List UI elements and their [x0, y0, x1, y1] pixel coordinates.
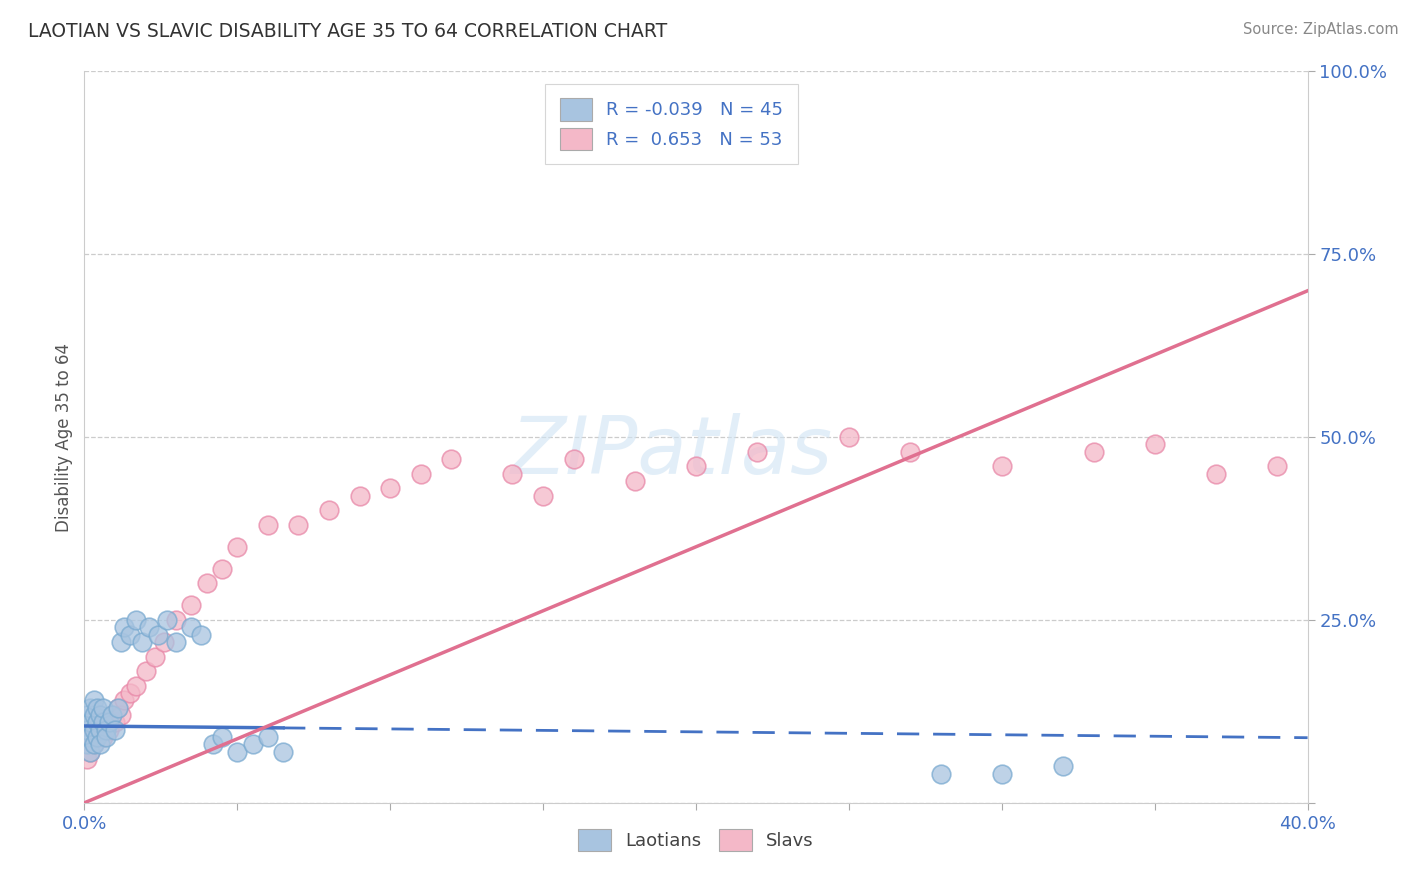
Point: [107, 700, 129, 714]
Point: [91, 700, 114, 714]
Point: [195, 576, 218, 591]
Point: [271, 745, 294, 759]
Point: [502, 467, 524, 481]
Point: [86, 730, 108, 744]
Point: [97, 715, 120, 730]
Point: [180, 620, 202, 634]
Point: [257, 517, 280, 532]
Point: [1052, 759, 1074, 773]
Point: [318, 503, 340, 517]
Point: [991, 766, 1014, 780]
Point: [94, 715, 117, 730]
Point: [624, 474, 647, 488]
Point: [120, 686, 142, 700]
Text: Source: ZipAtlas.com: Source: ZipAtlas.com: [1243, 22, 1399, 37]
Point: [898, 444, 921, 458]
Point: [1205, 467, 1227, 481]
Point: [86, 730, 108, 744]
Point: [125, 679, 148, 693]
Point: [83, 737, 105, 751]
Point: [180, 599, 202, 613]
Point: [104, 723, 127, 737]
Point: [76, 708, 98, 723]
Point: [79, 715, 101, 730]
Point: [79, 700, 101, 714]
Point: [838, 430, 860, 444]
Point: [89, 715, 111, 730]
Point: [143, 649, 166, 664]
Point: [146, 627, 169, 641]
Point: [685, 459, 707, 474]
Point: [110, 708, 132, 723]
Point: [86, 715, 108, 730]
Point: [107, 700, 129, 714]
Point: [440, 452, 463, 467]
Point: [380, 481, 402, 495]
Point: [79, 745, 101, 759]
Point: [120, 627, 142, 641]
Point: [349, 489, 371, 503]
Point: [747, 444, 769, 458]
Point: [91, 715, 114, 730]
Point: [165, 635, 187, 649]
Point: [91, 730, 114, 744]
Point: [287, 517, 309, 532]
Point: [76, 723, 98, 737]
Point: [257, 730, 280, 744]
Point: [94, 730, 117, 744]
Text: ZIPatlas: ZIPatlas: [510, 413, 832, 491]
Point: [165, 613, 187, 627]
Point: [531, 489, 554, 503]
Point: [131, 635, 153, 649]
Point: [89, 737, 111, 751]
Text: LAOTIAN VS SLAVIC DISABILITY AGE 35 TO 64 CORRELATION CHART: LAOTIAN VS SLAVIC DISABILITY AGE 35 TO 6…: [28, 22, 668, 41]
Point: [101, 708, 124, 723]
Point: [242, 737, 264, 751]
Point: [190, 627, 212, 641]
Point: [138, 620, 160, 634]
Point: [76, 752, 98, 766]
Point: [110, 635, 132, 649]
Point: [79, 745, 101, 759]
Legend: Laotians, Slavs: Laotians, Slavs: [569, 820, 823, 860]
Point: [153, 635, 176, 649]
Point: [211, 730, 233, 744]
Point: [211, 562, 233, 576]
Point: [97, 723, 120, 737]
Point: [89, 723, 111, 737]
Point: [562, 452, 585, 467]
Point: [125, 613, 148, 627]
Point: [79, 730, 101, 744]
Point: [89, 708, 111, 723]
Point: [991, 459, 1014, 474]
Point: [1143, 437, 1166, 451]
Point: [83, 723, 105, 737]
Point: [94, 723, 117, 737]
Point: [86, 700, 108, 714]
Point: [1083, 444, 1105, 458]
Point: [1265, 459, 1288, 474]
Point: [112, 620, 135, 634]
Point: [79, 730, 101, 744]
Point: [201, 737, 224, 751]
Point: [226, 745, 249, 759]
Point: [135, 664, 157, 678]
Point: [76, 737, 98, 751]
Point: [112, 693, 135, 707]
Point: [104, 715, 127, 730]
Point: [83, 737, 105, 751]
Point: [89, 723, 111, 737]
Point: [156, 613, 179, 627]
Point: [929, 766, 952, 780]
Point: [409, 467, 432, 481]
Point: [76, 737, 98, 751]
Point: [226, 540, 249, 554]
Y-axis label: Disability Age 35 to 64: Disability Age 35 to 64: [55, 343, 73, 532]
Point: [83, 723, 105, 737]
Point: [83, 708, 105, 723]
Point: [83, 693, 105, 707]
Point: [101, 708, 124, 723]
